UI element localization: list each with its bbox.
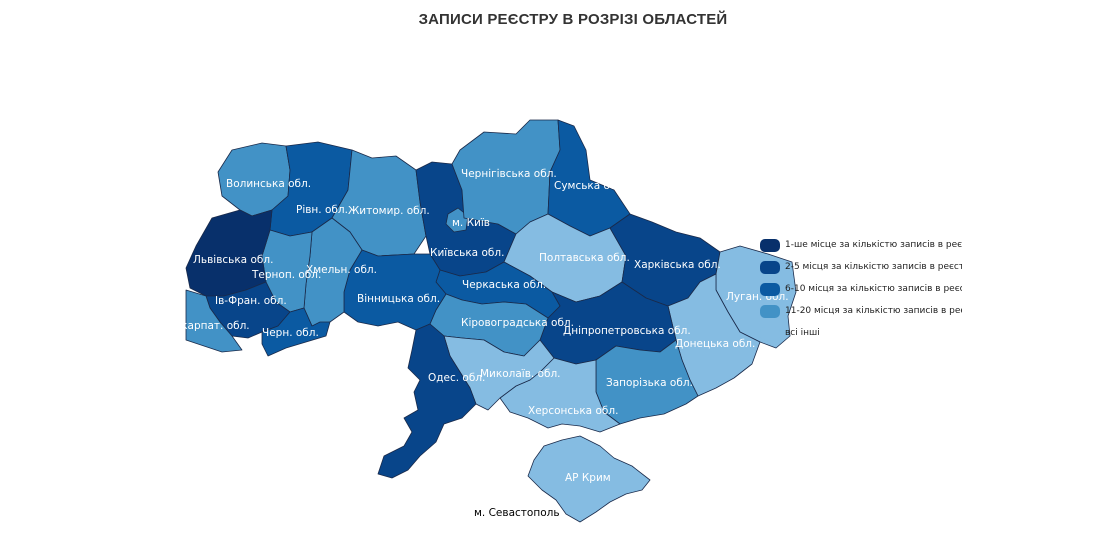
label-kirovohrad: Кіровоградська обл. — [461, 317, 574, 329]
region-sumy[interactable] — [547, 119, 631, 237]
region-kyiv-city[interactable] — [445, 207, 469, 233]
label-rivne: Рівн. обл. — [296, 204, 348, 216]
label-sumy: Сумська обл. — [554, 180, 627, 192]
label-donetsk: Донецька обл. — [675, 338, 755, 350]
legend-label: 2-5 місця за кількістю записів в реєстрі — [785, 262, 962, 272]
label-volyn: Волинська обл. — [226, 178, 311, 190]
region-crimea[interactable] — [527, 435, 651, 523]
label-ternopil: Терноп. обл. — [251, 269, 321, 281]
region-lviv[interactable] — [185, 209, 273, 297]
legend-item[interactable]: 11-20 місця за кількістю записів в реєст… — [760, 300, 962, 322]
label-mykolaiv: Миколаїв. обл. — [480, 368, 561, 380]
legend-label: всі інші — [785, 328, 820, 338]
legend-label: 6-10 місця за кількістю записів в реєстр… — [785, 284, 962, 294]
region-vinnytsia[interactable] — [343, 249, 447, 331]
region-odesa[interactable] — [377, 323, 477, 479]
label-ivano-frankivsk: Ів-Фран. обл. — [215, 295, 287, 307]
label-sevastopol: м. Севастополь — [474, 507, 560, 519]
region-chernivtsi[interactable] — [261, 307, 331, 357]
label-kyiv-city: м. Київ — [452, 217, 490, 229]
label-kyiv-oblast: Київська обл. — [430, 247, 504, 259]
label-chernihiv: Чернігівська обл. — [461, 168, 557, 180]
legend-label: 1-ше місце за кількістю записів в реєстр… — [785, 240, 962, 250]
label-poltava: Полтавська обл. — [539, 252, 630, 264]
label-lviv: Львівська обл. — [193, 254, 273, 266]
legend-label: 11-20 місця за кількістю записів в реєст… — [785, 306, 962, 316]
legend-swatch — [760, 282, 780, 296]
map-title: ЗАПИСИ РЕЄСТРУ В РОЗРІЗІ ОБЛАСТЕЙ — [418, 11, 728, 28]
legend-swatch — [760, 238, 780, 252]
label-zakarpattia: Закарпат. обл. — [168, 320, 250, 332]
label-vinnytsia: Вінницька обл. — [357, 293, 440, 305]
legend-item[interactable]: 2-5 місця за кількістю записів в реєстрі — [760, 256, 962, 278]
legend-swatch — [760, 304, 780, 318]
label-kharkiv: Харківська обл. — [634, 259, 721, 271]
label-chernivtsi: Черн. обл. — [262, 327, 319, 339]
label-crimea: АР Крим — [565, 472, 611, 484]
label-odesa: Одес. обл. — [428, 372, 485, 384]
legend-item[interactable]: 1-ше місце за кількістю записів в реєстр… — [760, 234, 962, 256]
label-dnipropetrovsk: Дніпропетровська обл. — [563, 325, 691, 337]
legend-swatch — [760, 260, 780, 274]
legend-item[interactable]: всі інші — [760, 322, 962, 344]
region-labels: Волинська обл. Рівн. обл. Житомир. обл. … — [168, 168, 789, 519]
legend-item[interactable]: 6-10 місця за кількістю записів в реєстр… — [760, 278, 962, 300]
label-zaporizhzhia: Запорізька обл. — [606, 377, 693, 389]
legend-swatch — [760, 326, 780, 340]
label-cherkasy: Черкаська обл. — [462, 279, 546, 291]
label-kherson: Херсонська обл. — [528, 405, 618, 417]
label-zhytomyr: Житомир. обл. — [348, 205, 430, 217]
map-legend: 1-ше місце за кількістю записів в реєстр… — [760, 234, 962, 344]
label-khmelnytskyi: Хмельн. обл. — [306, 264, 377, 276]
region-zakarpattia[interactable] — [185, 289, 243, 353]
